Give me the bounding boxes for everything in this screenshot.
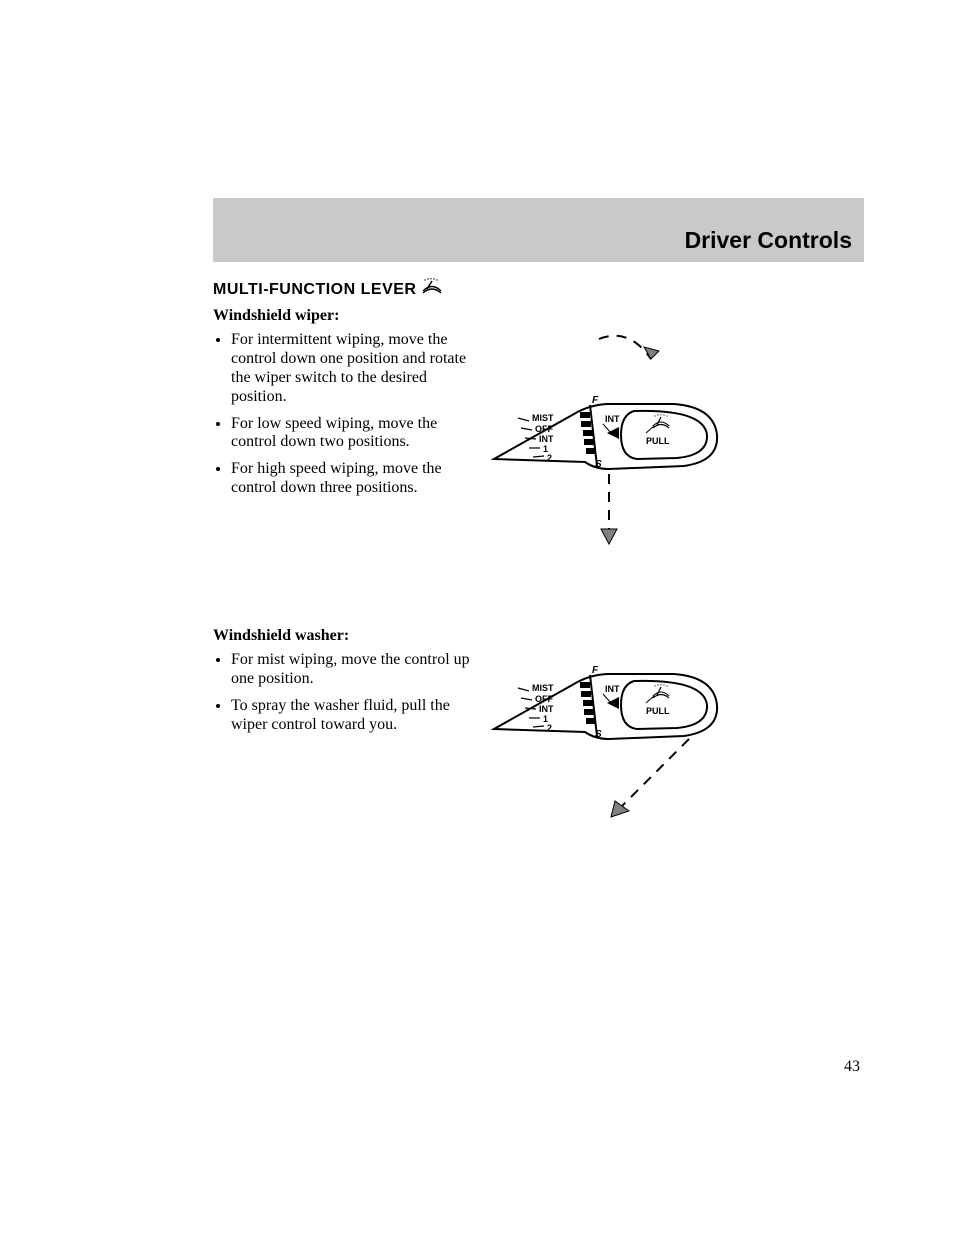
diagram-label-2: 2 [547,453,552,463]
diagram-label-int: INT [539,704,554,714]
diagram-label-s: S [595,459,602,470]
page-title: Driver Controls [685,227,852,254]
list-item: For high speed wiping, move the control … [231,460,475,498]
wiper-row: For intermittent wiping, move the contro… [213,329,733,559]
diagram-label-pull: PULL [646,706,670,716]
washer-subheading: Windshield washer: [213,627,733,645]
diagram-label-f: F [592,665,599,676]
diagram-label-s: S [595,729,602,740]
header-band: Driver Controls [213,198,864,262]
wiper-icon [420,278,444,301]
diagram-label-pull: PULL [646,436,670,446]
diagram-label-f: F [592,395,599,406]
washer-diagram: MIST OFF INT 1 2 F S INT PULL [489,649,729,839]
list-item: For mist wiping, move the control up one… [231,651,475,689]
list-item: For low speed wiping, move the control d… [231,415,475,453]
diagram-label-mist: MIST [532,683,554,693]
content-area: MULTI-FUNCTION LEVER Windshield wiper: F… [213,278,733,839]
wiper-subheading: Windshield wiper: [213,307,733,325]
diagram-label-int2: INT [605,414,620,424]
section-heading: MULTI-FUNCTION LEVER [213,278,733,301]
wiper-text-column: For intermittent wiping, move the contro… [213,329,475,559]
diagram-label-int2: INT [605,684,620,694]
diagram-label-2: 2 [547,723,552,733]
washer-section: Windshield washer: For mist wiping, move… [213,627,733,839]
diagram-label-off: OFF [535,424,553,434]
diagram-label-off: OFF [535,694,553,704]
section-heading-text: MULTI-FUNCTION LEVER [213,281,416,299]
diagram-label-mist: MIST [532,413,554,423]
page-number: 43 [844,1058,860,1076]
wiper-bullets: For intermittent wiping, move the contro… [213,331,475,498]
washer-bullets: For mist wiping, move the control up one… [213,651,475,735]
list-item: For intermittent wiping, move the contro… [231,331,475,407]
wiper-diagram: MIST OFF INT 1 2 F S INT PULL [489,329,729,559]
washer-row: For mist wiping, move the control up one… [213,649,733,839]
diagram-label-int: INT [539,434,554,444]
washer-text-column: For mist wiping, move the control up one… [213,649,475,839]
list-item: To spray the washer fluid, pull the wipe… [231,697,475,735]
